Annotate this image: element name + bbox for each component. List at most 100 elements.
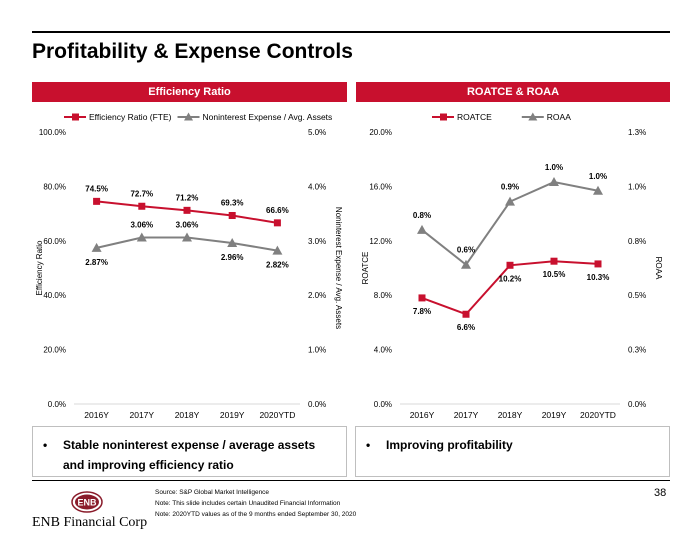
x-tick-label: 2020YTD [259,410,295,420]
x-tick-label: 2017Y [130,410,155,420]
x-tick-label: 2020YTD [580,410,616,420]
data-point [417,224,427,234]
y2-tick-label: 1.0% [628,182,646,191]
x-tick-label: 2019Y [220,410,245,420]
x-tick-label: 2016Y [84,410,109,420]
legend-marker [528,112,538,121]
data-point [182,232,192,242]
data-point [136,232,147,242]
series-line [421,181,599,267]
legend-label: ROAA [547,112,571,122]
data-point [593,185,603,195]
enb-logo: ENB [71,491,103,513]
data-point [462,310,470,318]
roatce-roaa-chart: 0.0% 4.0% 8.0% 12.0% 16.0% 20.0% 0.0% 0.3% 0.5% 0… [361,112,663,420]
data-point [418,294,426,302]
y2-tick-label: 3.0% [308,237,326,246]
page-title: Profitability & Expense Controls [32,40,353,63]
data-point [93,197,101,205]
data-label: 10.3% [587,273,610,282]
x-tick-label: 2017Y [454,410,479,420]
x-tick-label: 2018Y [175,410,200,420]
data-label: 6.6% [457,323,475,332]
data-label: 71.2% [176,193,199,202]
legend-marker [72,113,79,121]
data-label: 2.96% [221,253,244,262]
data-label: 2.82% [266,261,289,270]
data-point [594,260,602,268]
legend-marker [184,112,194,121]
data-point [273,219,281,227]
legend-label: Efficiency Ratio (FTE) [89,112,172,122]
data-label: 3.06% [176,221,199,230]
y-axis-title: ROATCE [361,252,370,285]
data-label: 3.06% [130,221,153,230]
y-axis-title: Efficiency Ratio [35,240,44,296]
bullet-dot-icon: • [43,438,48,452]
y2-tick-label: 0.5% [628,291,646,300]
y-tick-label: 16.0% [369,182,392,191]
right-bullet: • Improving profitability [366,435,513,455]
data-point [227,237,238,247]
data-label: 2.87% [85,258,108,267]
y-tick-label: 40.0% [43,291,66,300]
y2-tick-label: 0.0% [628,400,646,409]
data-label: 1.0% [545,163,563,172]
data-label: 72.7% [130,189,153,198]
data-point [183,206,191,214]
note-2020ytd: Note: 2020YTD values as of the 9 months … [155,511,357,518]
legend-label: Noninterest Expense / Avg. Assets [203,112,333,122]
data-label: 69.3% [221,199,244,208]
y2-tick-label: 0.3% [628,346,646,355]
logo-mark: ENB [77,498,97,508]
data-point [550,257,558,265]
right-bullet-box: • Improving profitability [355,426,670,477]
source-note: Source: S&P Global Market Intelligence [155,489,270,496]
note-unaudited: Note: This slide includes certain Unaudi… [155,500,341,507]
data-label: 7.8% [413,307,431,316]
roatce-roaa-header: ROATCE & ROAA [356,82,670,102]
y2-tick-label: 0.0% [308,400,326,409]
data-label: 1.0% [589,172,607,181]
data-point [549,177,559,187]
y-tick-label: 100.0% [39,128,66,137]
y2-axis-title: ROAA [654,257,663,280]
y-tick-label: 80.0% [43,182,66,191]
y2-tick-label: 0.8% [628,237,646,246]
data-point [506,261,514,269]
footer-rule [32,480,670,481]
data-point [91,242,102,252]
y-tick-label: 60.0% [43,237,66,246]
y-tick-label: 0.0% [374,400,392,409]
data-point [505,196,515,206]
data-label: 0.9% [501,183,519,192]
y2-tick-label: 1.3% [628,128,646,137]
y2-tick-label: 5.0% [308,128,326,137]
page-number: 38 [654,487,667,499]
y2-tick-label: 1.0% [308,346,326,355]
y-tick-label: 20.0% [43,346,66,355]
y2-axis-title: Noninterest Expense / Avg. Assets [334,207,343,329]
bullet-dot-icon: • [366,438,371,452]
legend-marker [440,113,447,121]
y-tick-label: 8.0% [374,291,392,300]
data-point [138,202,146,210]
right-bullet-text: Improving profitability [386,438,513,452]
left-bullet-line1: Stable noninterest expense / average ass… [63,438,316,452]
y2-tick-label: 2.0% [308,291,326,300]
data-point [461,259,471,269]
x-tick-label: 2016Y [410,410,435,420]
y2-tick-label: 4.0% [308,182,326,191]
y-tick-label: 0.0% [48,400,66,409]
left-bullet: • Stable noninterest expense / average as… [43,435,315,475]
x-tick-label: 2019Y [542,410,567,420]
left-bullet-box: • Stable noninterest expense / average as… [32,426,347,477]
y-tick-label: 20.0% [369,128,392,137]
x-tick-label: 2018Y [498,410,523,420]
efficiency-ratio-chart: 0.0% 20.0% 40.0% 60.0% 80.0% 100.0% 0.0% 1.0% 2.… [35,112,343,420]
data-label: 74.5% [85,184,108,193]
left-bullet-line2: and improving efficiency ratio [63,458,234,472]
title-rule [32,31,670,33]
data-point [272,245,283,255]
y-tick-label: 4.0% [374,346,392,355]
